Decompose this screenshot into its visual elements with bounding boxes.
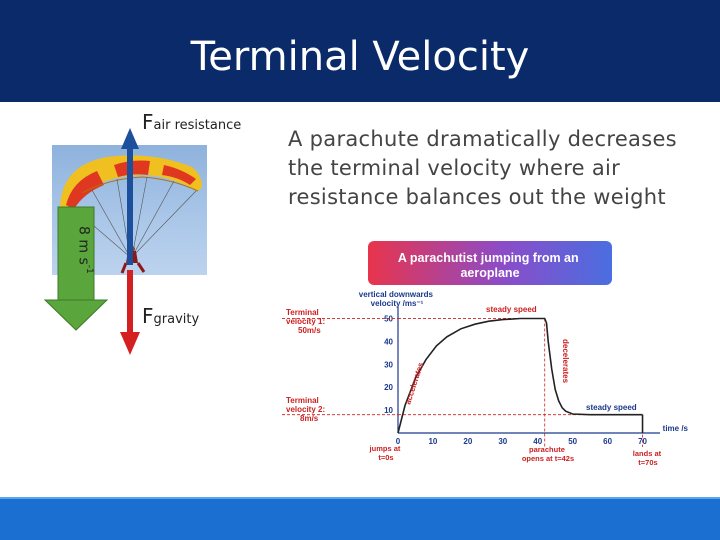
- y-tick-label: 20: [384, 383, 393, 392]
- slide-title: Terminal Velocity: [190, 34, 530, 80]
- jumps-label: jumps at t=0s: [369, 444, 403, 462]
- decelerates-label: decelerates: [561, 339, 570, 384]
- y-tick-label: 10: [384, 406, 393, 415]
- velocity-time-graph: A parachutist jumping from an aeroplane …: [282, 241, 689, 467]
- x-tick-label: 20: [463, 437, 472, 446]
- parachute-illustration: [60, 155, 202, 274]
- steady-speed-1-label: steady speed: [486, 305, 537, 314]
- y-axis-label: vertical downwards velocity /ms⁻¹: [359, 290, 435, 308]
- terminal-velocity-2-label: Terminal velocity 2: 8m/s: [286, 396, 327, 423]
- terminal-velocity-1-label: Terminal velocity 1: 50m/s: [286, 308, 327, 335]
- x-tick-label: 50: [568, 437, 577, 446]
- gravity-symbol: F: [142, 304, 154, 328]
- x-tick-label: 60: [603, 437, 612, 446]
- y-tick-label: 50: [384, 314, 393, 323]
- velocity-value: 8 m s: [75, 226, 92, 265]
- gravity-subscript: gravity: [153, 312, 200, 327]
- title-bar: [0, 0, 720, 102]
- velocity-curve: [397, 317, 643, 434]
- x-tick-label: 10: [428, 437, 437, 446]
- gravity-label: Fgravity: [142, 304, 199, 328]
- steady-speed-2-label: steady speed: [586, 403, 637, 412]
- footer-divider: [0, 497, 720, 499]
- air-resistance-label: Fair resistance: [142, 110, 241, 134]
- x-axis-label: time /s: [663, 424, 689, 433]
- reference-lines: [282, 318, 643, 447]
- accelerates-label: accelerates: [403, 361, 425, 406]
- velocity-arrow: [43, 206, 109, 331]
- velocity-label: 8 m s-1: [54, 226, 94, 286]
- description-text: A parachute dramatically decreases the t…: [288, 127, 677, 209]
- velocity-unit-exponent: -1: [84, 264, 94, 274]
- y-tick-label: 30: [384, 360, 393, 369]
- x-tick-label: 40: [533, 437, 542, 446]
- gravity-arrow: [120, 270, 140, 355]
- footer-bar: [0, 497, 720, 540]
- air-resistance-arrow: [121, 128, 139, 265]
- graph-banner-text: A parachutist jumping from an aeroplane: [398, 251, 582, 280]
- graph-banner: [368, 241, 612, 285]
- air-resistance-subscript: air resistance: [153, 118, 242, 133]
- x-tick-label: 30: [498, 437, 507, 446]
- air-resistance-symbol: F: [142, 110, 154, 134]
- lands-label: lands at t=70s: [633, 449, 663, 467]
- x-tick-label: 0: [396, 437, 401, 446]
- parachute-opens-label: parachute opens at t=42s: [522, 445, 574, 463]
- y-tick-label: 40: [384, 337, 393, 346]
